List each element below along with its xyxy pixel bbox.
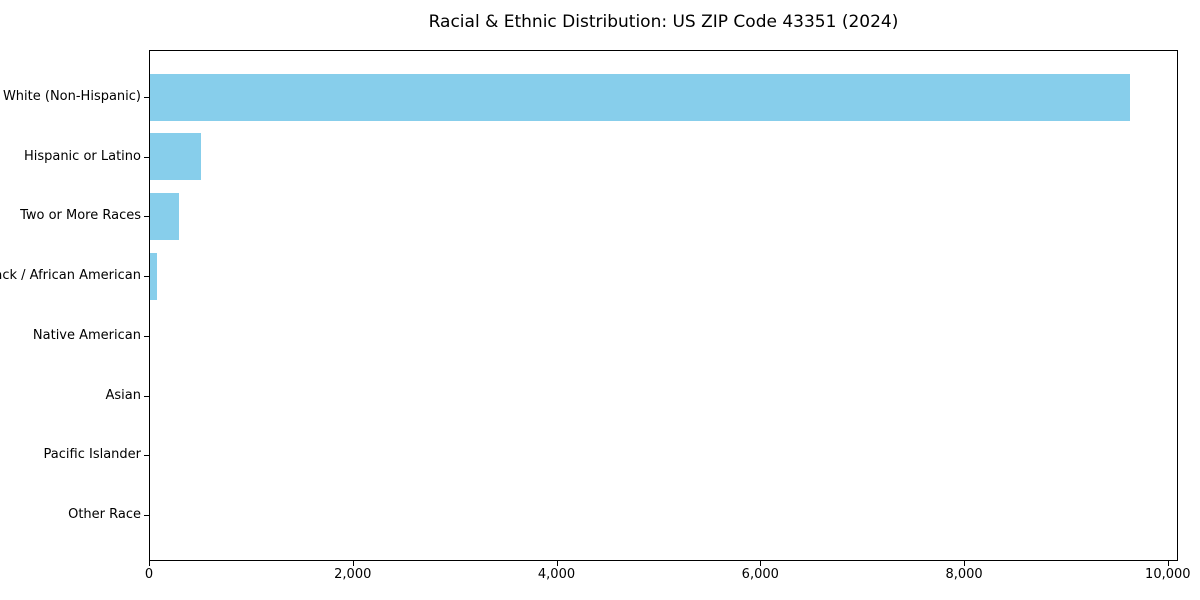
x-tick-mark xyxy=(149,561,150,566)
category-label: Pacific Islander xyxy=(43,447,141,463)
category-label: Black / African American xyxy=(0,268,141,284)
y-tick-mark xyxy=(144,455,149,457)
y-tick-mark xyxy=(144,97,149,98)
category-label: Asian xyxy=(105,387,141,403)
y-tick-mark xyxy=(144,395,149,397)
x-tick-mark xyxy=(352,561,354,566)
category-label: White (Non-Hispanic) xyxy=(2,89,141,104)
category-label: Other Race xyxy=(68,506,141,522)
x-tick-mark xyxy=(964,561,966,566)
x-tick-mark xyxy=(556,561,558,566)
x-axis-tick-label: 10,000 xyxy=(1145,567,1191,582)
x-tick-mark xyxy=(760,561,762,566)
category-label: Native American xyxy=(32,327,141,343)
y-tick-mark xyxy=(144,156,149,158)
y-tick-mark xyxy=(144,514,149,516)
y-tick-mark xyxy=(144,335,149,337)
x-axis-tick-label: 0 xyxy=(144,567,154,582)
y-tick-mark xyxy=(144,276,149,278)
plot-area xyxy=(149,50,1178,561)
category-label: Two or More Races xyxy=(20,208,141,224)
x-axis-tick-label: 8,000 xyxy=(945,567,983,582)
x-axis-tick-label: 2,000 xyxy=(334,567,372,582)
x-axis-tick-label: 4,000 xyxy=(537,567,576,582)
chart-title: Racial & Ethnic Distribution: US ZIP Cod… xyxy=(428,12,899,32)
bar-white-non-hispanic xyxy=(150,73,1131,121)
category-label: Hispanic or Latino xyxy=(23,148,141,164)
y-tick-mark xyxy=(144,216,149,218)
x-axis-tick-label: 6,000 xyxy=(741,567,779,582)
bar-hispanic-or-latino xyxy=(150,133,201,181)
bar-black-african-american xyxy=(150,252,158,300)
x-tick-mark xyxy=(1167,561,1169,566)
bar-two-or-more-races xyxy=(150,192,179,240)
